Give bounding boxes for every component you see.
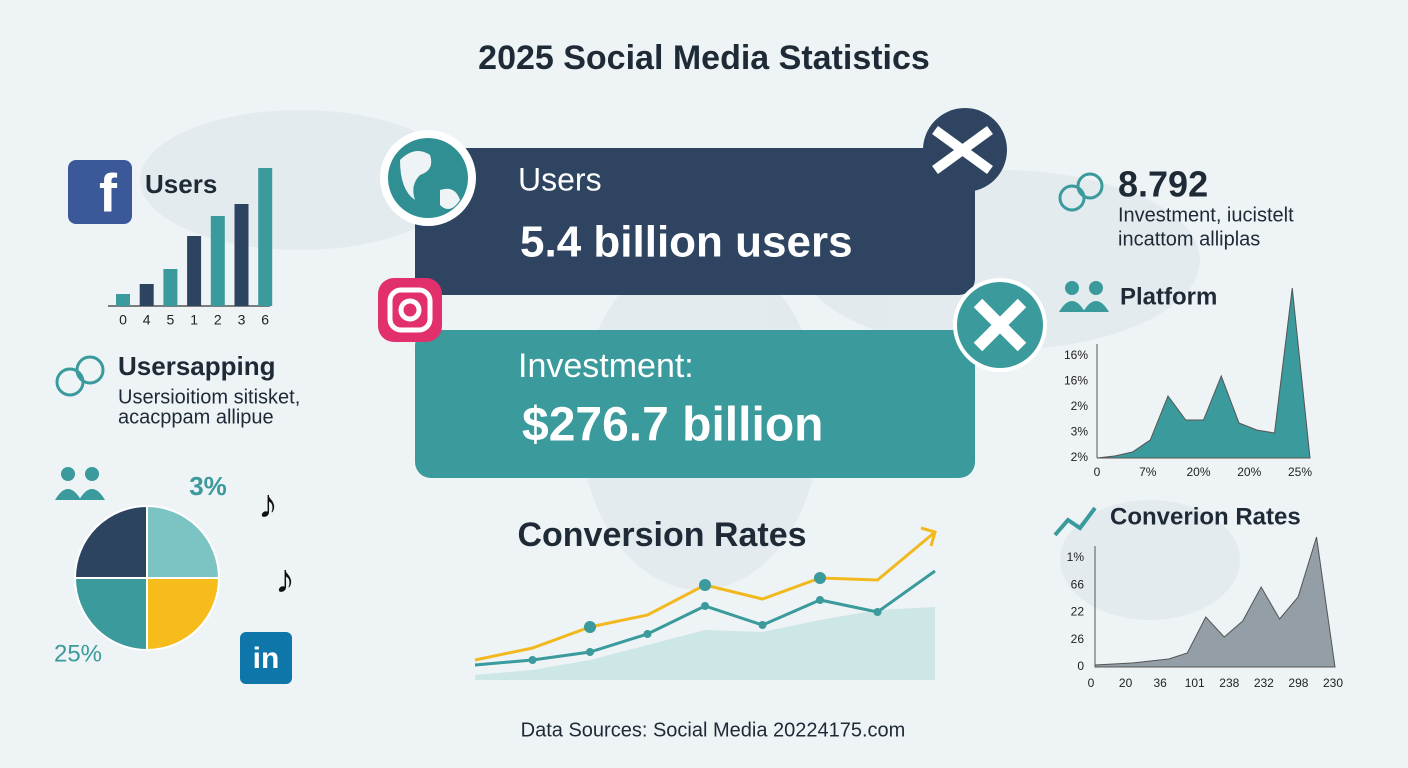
x-tick-label: 20 [1119, 676, 1133, 690]
bar [163, 269, 178, 306]
chart-title: Converion Rates [1110, 503, 1301, 530]
users-label: Users [518, 161, 602, 197]
area [1094, 536, 1336, 668]
x-tick-label: 7% [1139, 465, 1157, 479]
pie-label: 25% [54, 640, 102, 667]
footer: Data Sources: Social Media 20224175.com [521, 719, 906, 741]
users-value: 5.4 billion users [520, 218, 853, 267]
x-tick-label: 0 [1088, 676, 1095, 690]
point [586, 648, 594, 656]
users-panel [415, 148, 975, 295]
y-tick-label: 22 [1071, 605, 1085, 619]
globe-icon [380, 130, 476, 226]
point [699, 579, 711, 591]
bar [187, 236, 202, 306]
stat-line: Investment, iucistelt [1118, 204, 1294, 226]
x-logo-icon [923, 108, 1007, 192]
usersapping-line: Usersioitiom sitisket, [118, 386, 300, 408]
x-tick-label: 0 [119, 312, 127, 328]
bar [139, 284, 154, 306]
area [475, 607, 935, 680]
chart-title: Conversion Rates [517, 516, 806, 554]
x-tick-label: 0 [1094, 465, 1101, 479]
x-tick-label: 3 [238, 312, 246, 328]
x-tick-label: 5 [167, 312, 175, 328]
x-tick-label: 20% [1237, 465, 1261, 479]
point [873, 608, 882, 616]
x-tick-label: 232 [1254, 676, 1274, 690]
svg-text:f: f [99, 163, 118, 223]
investment-value: $276.7 billion [522, 399, 823, 452]
svg-text:in: in [253, 642, 280, 675]
bar [116, 294, 130, 306]
y-tick-label: 1% [1067, 550, 1085, 564]
y-tick-label: 3% [1071, 425, 1089, 439]
x-tick-label: 25% [1288, 465, 1312, 479]
people-icon [55, 467, 105, 500]
stat-value: 8.792 [1118, 164, 1208, 205]
y-tick-label: 2% [1071, 450, 1089, 464]
stat-line: incattom alliplas [1118, 228, 1260, 250]
chart-title: Platform [1120, 283, 1217, 310]
x-tick-label: 2 [214, 312, 222, 328]
facebook-icon: f [68, 160, 132, 224]
x-tick-label: 36 [1153, 676, 1167, 690]
people-icon [1059, 281, 1109, 312]
x-tick-label: 4 [143, 312, 151, 328]
pie-slice [146, 504, 221, 579]
x-tick-label: 238 [1219, 676, 1239, 690]
tiktok-icon: ♪ [258, 483, 278, 527]
pie-slice [146, 577, 221, 652]
x-tick-label: 101 [1185, 676, 1205, 690]
svg-text:♪: ♪ [275, 558, 295, 602]
linkedin-icon: in [240, 632, 292, 684]
y-tick-label: 0 [1077, 659, 1084, 673]
growth-icon [1053, 506, 1097, 537]
bar [210, 216, 225, 306]
point [816, 596, 824, 604]
x-tick-label: 6 [261, 312, 269, 328]
point [758, 621, 767, 629]
y-tick-label: 2% [1071, 399, 1089, 413]
investment-panel [415, 330, 975, 478]
bar [258, 168, 273, 306]
tiktok-icon: ♪ [275, 558, 295, 602]
y-tick-label: 26 [1071, 632, 1085, 646]
facebook-label: Users [145, 169, 217, 199]
pie-slice [73, 577, 148, 652]
pie-label: 3% [189, 471, 227, 501]
x-circle-icon [953, 278, 1047, 372]
y-tick-label: 16% [1064, 348, 1088, 362]
usersapping-title: Usersapping [118, 351, 276, 381]
x-tick-label: 20% [1186, 465, 1210, 479]
point [584, 621, 596, 633]
y-tick-label: 16% [1064, 374, 1088, 388]
x-tick-label: 298 [1288, 676, 1308, 690]
investment-label: Investment: [518, 347, 694, 385]
point [814, 572, 826, 584]
coins-icon [1058, 172, 1104, 212]
coins-icon [55, 355, 105, 397]
bar [234, 204, 249, 306]
pie-slice [73, 504, 148, 579]
title: 2025 Social Media Statistics [478, 39, 930, 77]
arrow-head [920, 526, 937, 547]
x-tick-label: 230 [1323, 676, 1343, 690]
point [643, 630, 652, 638]
y-tick-label: 66 [1071, 577, 1085, 591]
usersapping-line: acacppam allipue [118, 406, 274, 428]
instagram-icon [378, 278, 442, 342]
svg-text:♪: ♪ [258, 483, 278, 527]
area [1096, 287, 1311, 459]
point [528, 656, 537, 664]
point [701, 602, 709, 610]
x-tick-label: 1 [190, 312, 198, 328]
